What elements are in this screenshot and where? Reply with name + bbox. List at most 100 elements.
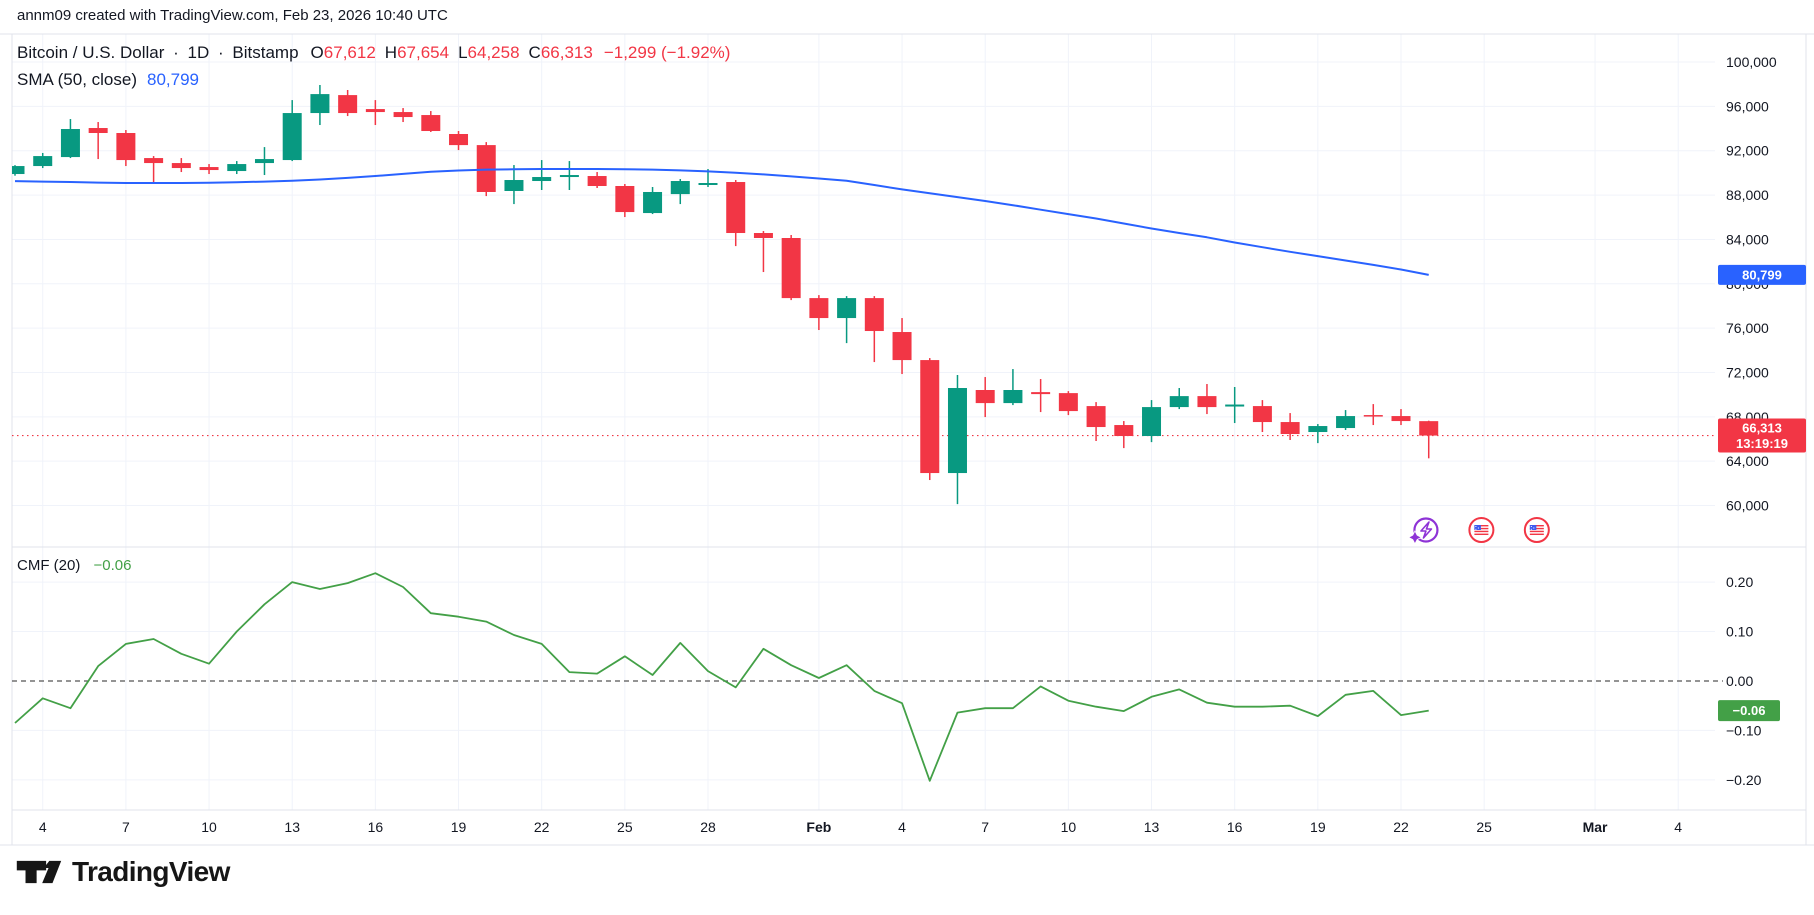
candle-body <box>532 177 552 182</box>
sma-indicator-label: SMA (50, close) <box>17 69 137 89</box>
candle-body <box>1391 416 1411 422</box>
time-axis[interactable]: 4 7 10 13 16 19 22 25 28 Feb 4 7 10 13 16 19 22 25 Mar 4 <box>39 819 1682 835</box>
candlestick-series[interactable] <box>6 85 1439 505</box>
symbol-title: Bitcoin / U.S. Dollar · 1D · Bitstamp <box>17 43 303 63</box>
candle-body <box>421 115 441 132</box>
candle-body <box>920 360 940 474</box>
price-tick-label: 76,000 <box>1726 320 1769 336</box>
candle-body <box>837 298 857 319</box>
candle-body <box>88 128 108 134</box>
time-tick-label: 7 <box>981 819 989 835</box>
ai-lightning-event-icon[interactable] <box>1407 517 1439 545</box>
cmf-legend-row[interactable]: CMF (20) −0.06 <box>17 557 131 574</box>
time-tick-label: 4 <box>39 819 47 835</box>
time-tick-label: 19 <box>451 819 467 835</box>
candle-body <box>1142 407 1162 437</box>
candle-body <box>1197 396 1217 408</box>
candle-body <box>476 145 496 192</box>
candle-body <box>310 94 330 114</box>
time-tick-label: 22 <box>534 819 550 835</box>
change-value: −1,299 (−1.92%) <box>603 42 731 62</box>
svg-text:66,313: 66,313 <box>1742 421 1782 436</box>
cmf-value-badge <box>1718 700 1780 722</box>
candle-body <box>33 156 53 167</box>
tradingview-logo-icon <box>16 860 62 884</box>
time-tick-label: 13 <box>1144 819 1160 835</box>
chart-legend: Bitcoin / U.S. Dollar · 1D · Bitstamp O6… <box>17 39 730 93</box>
candle-body <box>504 180 524 191</box>
time-tick-label: Mar <box>1583 819 1608 835</box>
close-value: C66,313 <box>528 42 593 62</box>
candle-body <box>1336 416 1356 429</box>
exchange-label: Bitstamp <box>232 42 299 62</box>
attribution-text: annm09 created with TradingView.com, Feb… <box>17 7 448 24</box>
time-tick-label: 16 <box>1227 819 1243 835</box>
cmf-tick-label: 0.00 <box>1726 673 1753 689</box>
candle-body <box>615 186 635 213</box>
price-tick-label: 100,000 <box>1726 54 1777 70</box>
symbol-name: Bitcoin / U.S. Dollar <box>17 42 165 62</box>
price-tick-label: 88,000 <box>1726 187 1769 203</box>
time-tick-label: 10 <box>201 819 217 835</box>
price-tick-label: 96,000 <box>1726 98 1769 114</box>
cmf-indicator-label: CMF (20) <box>17 557 81 574</box>
time-tick-label: 13 <box>284 819 300 835</box>
candle-body <box>1363 415 1383 417</box>
candle-body <box>1169 396 1189 408</box>
candle-body <box>393 112 413 118</box>
separator-dot: · <box>218 42 224 62</box>
last-price-badge <box>1718 418 1806 453</box>
candle-body <box>892 332 912 361</box>
candle-body <box>1419 421 1439 436</box>
time-tick-label: 25 <box>1476 819 1492 835</box>
candle-body <box>1031 392 1051 395</box>
candle-body <box>698 183 718 186</box>
price-tick-label: 64,000 <box>1726 453 1769 469</box>
candle-body <box>670 181 690 195</box>
candle-body <box>144 158 164 164</box>
ohlc-values: O67,612 H67,654 L64,258 C66,313 −1,299 (… <box>311 43 731 63</box>
candle-body <box>1308 426 1328 433</box>
us-flag-event-icon[interactable] <box>1523 517 1550 543</box>
pane-frame <box>0 33 1814 846</box>
candle-body <box>809 298 829 319</box>
candle-body <box>947 388 967 474</box>
time-tick-label: 28 <box>700 819 716 835</box>
cmf-line <box>14 572 1429 782</box>
high-value: H67,654 <box>384 42 450 62</box>
us-flag-event-icon[interactable] <box>1468 517 1495 543</box>
candle-body <box>643 191 663 214</box>
time-tick-label: 4 <box>1674 819 1682 835</box>
candle-body <box>1280 422 1300 435</box>
candle-body <box>726 182 746 234</box>
price-tick-label: 84,000 <box>1726 231 1769 247</box>
candle-body <box>781 238 801 299</box>
tradingview-logo[interactable]: TradingView <box>16 855 230 889</box>
candle-body <box>1225 404 1245 407</box>
time-tick-label: 16 <box>368 819 384 835</box>
time-tick-label: 22 <box>1393 819 1409 835</box>
candle-body <box>338 95 358 114</box>
candle-body <box>1058 393 1078 412</box>
sma-legend-row[interactable]: SMA (50, close) 80,799 <box>17 66 730 93</box>
candle-body <box>1003 390 1023 404</box>
candle-body <box>365 109 385 113</box>
candle-body <box>116 133 136 161</box>
candle-body <box>587 176 607 187</box>
open-value: O67,612 <box>310 42 376 62</box>
sma-line <box>14 168 1429 276</box>
candle-body <box>12 166 25 175</box>
candle-body <box>864 298 884 332</box>
tradingview-logo-text: TradingView <box>72 856 230 887</box>
candle-body <box>559 175 579 178</box>
candle-body <box>171 163 191 169</box>
symbol-legend-row[interactable]: Bitcoin / U.S. Dollar · 1D · Bitstamp O6… <box>17 39 730 66</box>
cmf-tick-label: 0.20 <box>1726 574 1753 590</box>
interval-label: 1D <box>187 42 210 62</box>
svg-text:13:19:19: 13:19:19 <box>1736 436 1788 451</box>
time-tick-label: Feb <box>806 819 831 835</box>
time-tick-label: 10 <box>1061 819 1077 835</box>
candle-body <box>1252 406 1272 423</box>
